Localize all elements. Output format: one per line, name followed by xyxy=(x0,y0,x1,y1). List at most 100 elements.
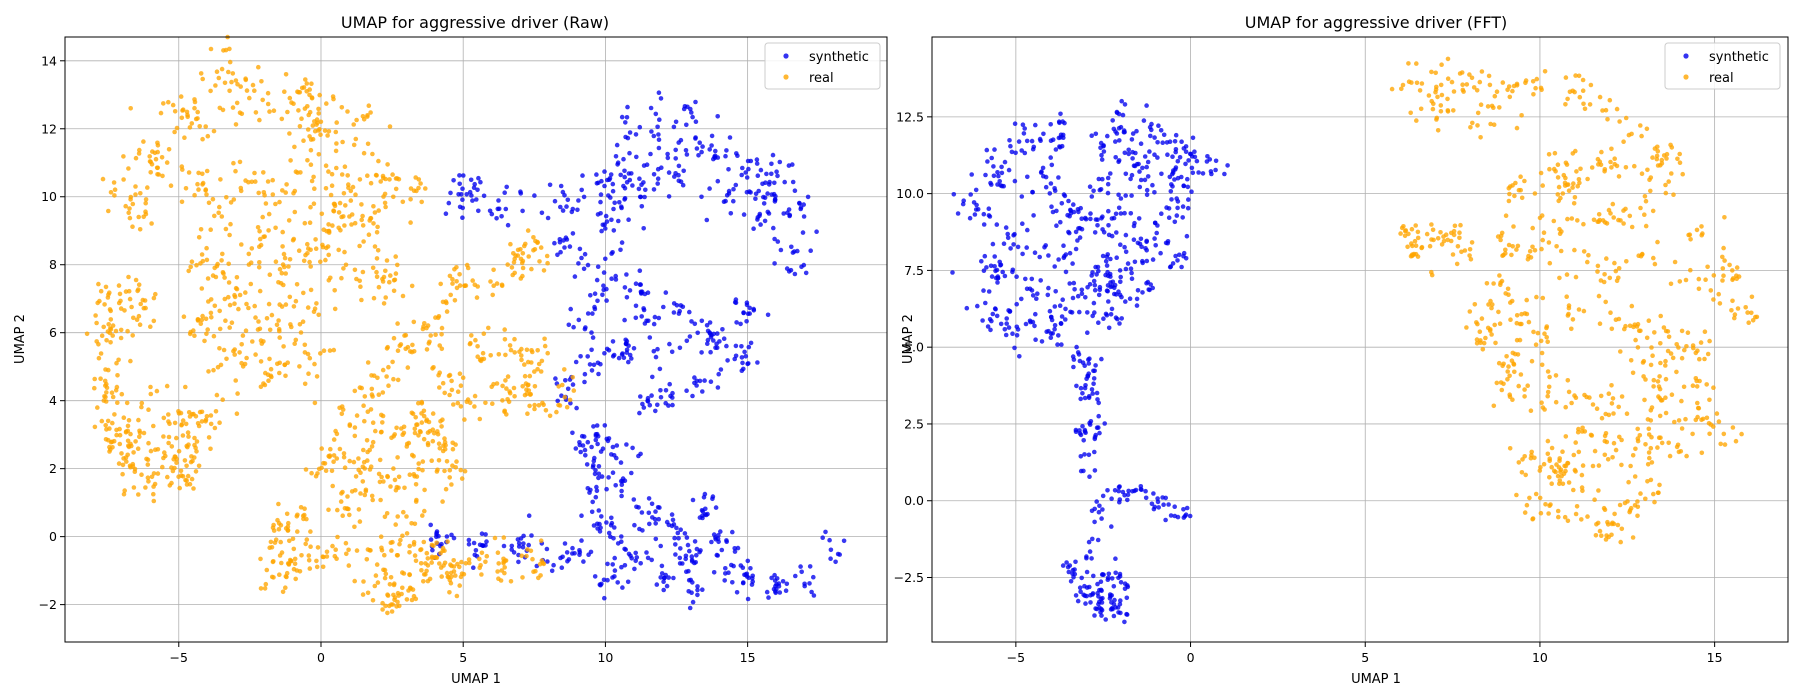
scatter-point-real xyxy=(212,213,217,219)
scatter-point-real xyxy=(308,162,314,167)
scatter-point-real xyxy=(1633,337,1638,343)
scatter-point-real xyxy=(362,492,368,498)
scatter-point-real xyxy=(361,459,367,465)
scatter-point-real xyxy=(1519,311,1524,317)
scatter-point-real xyxy=(126,274,131,280)
scatter-point-real xyxy=(192,333,197,339)
scatter-point-real xyxy=(1457,230,1462,235)
scatter-point-real xyxy=(454,593,460,599)
scatter-point-real xyxy=(412,553,418,558)
scatter-point-synthetic xyxy=(539,210,545,216)
scatter-point-synthetic xyxy=(1068,309,1073,315)
scatter-point-synthetic xyxy=(1114,109,1120,115)
scatter-point-synthetic xyxy=(1154,230,1159,236)
scatter-point-real xyxy=(307,259,312,265)
scatter-point-synthetic xyxy=(687,548,692,554)
scatter-point-synthetic xyxy=(1013,150,1018,156)
scatter-point-real xyxy=(1674,369,1679,375)
scatter-point-real xyxy=(106,292,111,297)
scatter-point-synthetic xyxy=(1117,321,1122,326)
scatter-point-synthetic xyxy=(1064,560,1069,565)
scatter-point-real xyxy=(532,406,537,412)
scatter-point-real xyxy=(1569,400,1574,406)
scatter-point-synthetic xyxy=(683,148,689,153)
scatter-point-synthetic xyxy=(1041,173,1046,179)
scatter-point-real xyxy=(283,373,288,379)
scatter-point-real xyxy=(358,284,363,290)
scatter-point-real xyxy=(95,405,100,410)
scatter-point-real xyxy=(1691,345,1696,351)
scatter-point-synthetic xyxy=(1049,204,1054,209)
scatter-point-synthetic xyxy=(1090,391,1095,396)
scatter-point-real xyxy=(1429,222,1434,227)
scatter-point-real xyxy=(314,301,319,306)
scatter-point-real xyxy=(249,179,255,185)
scatter-point-synthetic xyxy=(1081,438,1086,443)
scatter-point-real xyxy=(248,260,254,266)
scatter-point-real xyxy=(378,497,383,503)
scatter-point-real xyxy=(181,314,187,320)
scatter-point-synthetic xyxy=(1142,177,1148,183)
scatter-point-synthetic xyxy=(1113,556,1118,561)
scatter-point-synthetic xyxy=(1037,254,1042,260)
scatter-point-real xyxy=(391,194,396,200)
scatter-point-synthetic xyxy=(1155,155,1160,160)
scatter-point-real xyxy=(303,77,308,82)
scatter-point-real xyxy=(371,221,376,226)
scatter-point-real xyxy=(370,439,376,445)
scatter-point-real xyxy=(450,281,455,286)
scatter-point-real xyxy=(1638,328,1643,334)
scatter-point-synthetic xyxy=(814,229,819,234)
scatter-point-synthetic xyxy=(572,551,577,556)
scatter-point-real xyxy=(204,168,210,174)
scatter-point-synthetic xyxy=(803,270,809,276)
scatter-point-synthetic xyxy=(636,186,642,192)
scatter-point-synthetic xyxy=(573,446,579,451)
scatter-point-real xyxy=(1655,379,1661,384)
scatter-point-synthetic xyxy=(618,478,624,484)
scatter-point-real xyxy=(315,471,320,476)
scatter-point-synthetic xyxy=(597,529,603,534)
scatter-point-synthetic xyxy=(1137,184,1143,190)
scatter-point-real xyxy=(1471,85,1477,90)
scatter-point-real xyxy=(314,374,320,379)
scatter-point-synthetic xyxy=(740,360,745,366)
scatter-point-real xyxy=(1668,351,1674,356)
scatter-point-synthetic xyxy=(781,211,786,216)
scatter-point-real xyxy=(1410,243,1415,249)
scatter-point-synthetic xyxy=(461,173,466,178)
scatter-point-real xyxy=(484,553,490,559)
scatter-point-real xyxy=(383,571,389,577)
scatter-point-real xyxy=(527,392,533,397)
scatter-point-real xyxy=(1609,521,1615,527)
scatter-point-synthetic xyxy=(637,124,643,130)
scatter-point-real xyxy=(1681,384,1687,390)
scatter-point-real xyxy=(99,418,105,424)
scatter-point-synthetic xyxy=(602,351,607,356)
scatter-point-real xyxy=(211,367,216,373)
scatter-point-synthetic xyxy=(603,256,608,262)
scatter-point-real xyxy=(376,158,381,164)
scatter-point-real xyxy=(538,538,544,543)
scatter-point-synthetic xyxy=(973,187,979,193)
scatter-point-real xyxy=(184,478,189,483)
scatter-point-synthetic xyxy=(477,542,483,548)
scatter-point-synthetic xyxy=(1099,600,1105,605)
scatter-point-synthetic xyxy=(594,423,600,428)
scatter-point-real xyxy=(361,150,367,156)
scatter-point-synthetic xyxy=(783,588,789,593)
scatter-point-real xyxy=(1531,92,1536,97)
scatter-point-real xyxy=(342,223,347,228)
scatter-point-real xyxy=(1635,513,1640,519)
scatter-point-synthetic xyxy=(1189,189,1194,194)
scatter-point-real xyxy=(133,192,138,197)
scatter-point-synthetic xyxy=(955,211,961,216)
scatter-point-real xyxy=(505,374,511,379)
scatter-point-real xyxy=(308,264,314,269)
scatter-point-real xyxy=(414,497,419,503)
scatter-point-real xyxy=(170,102,176,108)
scatter-point-synthetic xyxy=(709,143,714,148)
scatter-point-synthetic xyxy=(1083,601,1088,606)
scatter-point-real xyxy=(246,305,251,311)
scatter-point-synthetic xyxy=(748,566,753,571)
